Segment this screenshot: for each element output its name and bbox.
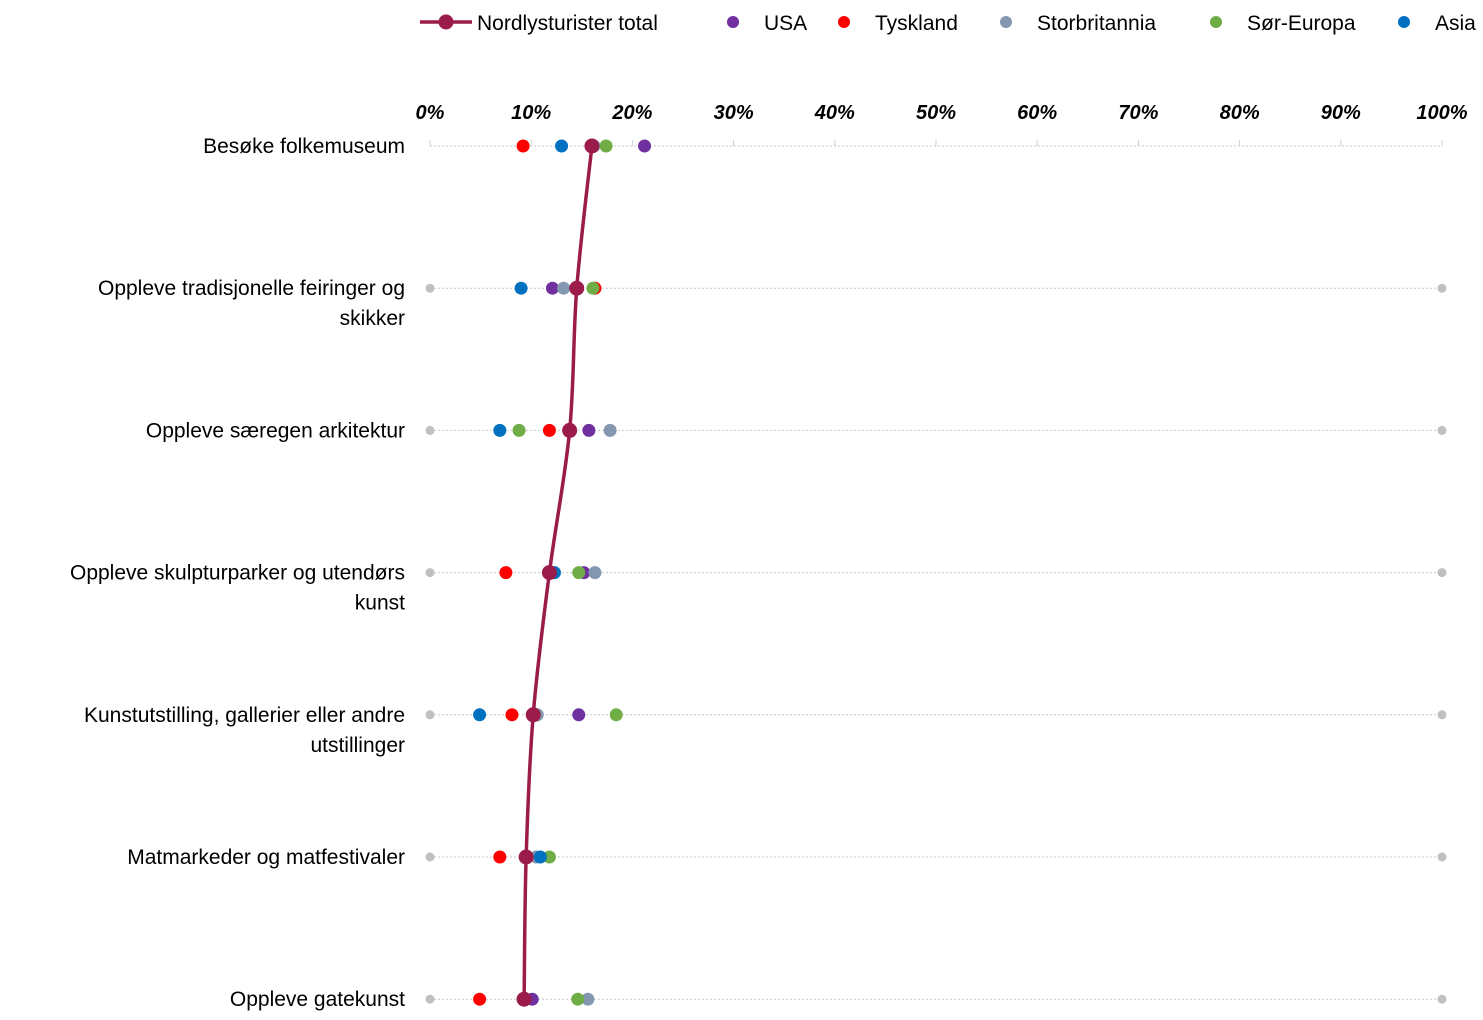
data-point: [473, 992, 487, 1006]
endpoint-marker: [425, 425, 435, 435]
endpoint-marker: [425, 994, 435, 1004]
legend-label-4: Sør-Europa: [1247, 12, 1356, 35]
data-point: [493, 423, 507, 437]
data-point: [582, 423, 596, 437]
endpoint-marker: [1437, 994, 1447, 1004]
x-tick-label: 10%: [511, 102, 551, 124]
data-point: [609, 708, 623, 722]
data-point: [572, 566, 586, 580]
legend-marker-2: [838, 16, 850, 28]
category-label: Besøke folkemuseum: [203, 135, 405, 158]
category-label: Oppleve særegen arkitektur: [146, 419, 405, 442]
plot-area: [425, 138, 1447, 1007]
data-point: [473, 708, 487, 722]
data-point-total: [516, 991, 532, 1007]
legend-label-3: Storbritannia: [1037, 12, 1156, 35]
legend-label-2: Tyskland: [875, 12, 958, 35]
x-tick-label: 80%: [1220, 102, 1260, 124]
data-point-total: [525, 707, 541, 723]
x-tick-label: 60%: [1017, 102, 1057, 124]
category-label: Oppleve tradisjonelle feiringer og: [98, 277, 405, 300]
endpoint-marker: [1437, 852, 1447, 862]
data-point: [581, 992, 595, 1006]
legend-label-5: Asia: [1435, 12, 1476, 35]
x-tick-label: 40%: [814, 102, 855, 124]
data-point: [505, 708, 519, 722]
category-label: Matmarkeder og matfestivaler: [127, 846, 405, 869]
endpoint-marker: [425, 283, 435, 293]
data-point-total: [584, 138, 600, 154]
endpoint-marker: [425, 710, 435, 720]
data-point: [599, 139, 613, 153]
data-point: [499, 566, 513, 580]
category-label: kunst: [355, 592, 405, 615]
endpoint-marker: [1437, 425, 1447, 435]
category-label: Kunstutstilling, gallerier eller andre: [84, 704, 405, 727]
legend-label-1: USA: [764, 12, 807, 35]
data-point: [555, 139, 569, 153]
category-label: Oppleve gatekunst: [230, 988, 405, 1011]
endpoint-marker: [1437, 568, 1447, 578]
data-point: [514, 281, 528, 295]
data-point: [542, 850, 556, 864]
data-point: [572, 708, 586, 722]
data-point: [542, 423, 556, 437]
data-point: [588, 566, 602, 580]
category-label: Oppleve skulpturparker og utendørs: [70, 562, 405, 585]
data-point: [512, 423, 526, 437]
x-tick-label: 20%: [611, 102, 652, 124]
category-label: skikker: [340, 307, 405, 330]
data-point-total: [569, 280, 585, 296]
legend-marker-3: [1000, 16, 1012, 28]
legend-marker-0: [438, 14, 454, 30]
data-point-total: [518, 849, 534, 865]
category-label: utstillinger: [310, 734, 405, 757]
endpoint-marker: [425, 568, 435, 578]
x-tick-label: 70%: [1118, 102, 1158, 124]
data-point: [557, 281, 571, 295]
endpoint-marker: [425, 852, 435, 862]
data-point-total: [541, 565, 557, 581]
legend-marker-4: [1210, 16, 1222, 28]
x-tick-label: 90%: [1321, 102, 1361, 124]
legend-label-0: Nordlysturister total: [477, 12, 658, 35]
x-tick-label: 100%: [1416, 102, 1467, 124]
data-point: [533, 850, 547, 864]
data-point: [493, 850, 507, 864]
category-labels: Besøke folkemuseum Oppleve tradisjonelle …: [70, 135, 405, 1011]
data-point: [516, 139, 530, 153]
x-tick-label: 0%: [416, 102, 445, 124]
data-point: [571, 992, 585, 1006]
data-point: [638, 139, 652, 153]
x-tick-label: 50%: [916, 102, 956, 124]
data-point: [545, 281, 559, 295]
legend: Nordlysturister total USA Tyskland Storbrit…: [420, 12, 1476, 35]
data-point: [586, 281, 600, 295]
data-point-total: [562, 422, 578, 438]
x-axis: 0% 10% 20% 30% 40% 50% 60% 70% 80% 90% 100%: [416, 102, 1468, 146]
legend-marker-5: [1398, 16, 1410, 28]
endpoint-marker: [1437, 710, 1447, 720]
x-tick-label: 30%: [714, 102, 754, 124]
legend-marker-1: [727, 16, 739, 28]
data-point: [603, 423, 617, 437]
endpoint-marker: [1437, 283, 1447, 293]
